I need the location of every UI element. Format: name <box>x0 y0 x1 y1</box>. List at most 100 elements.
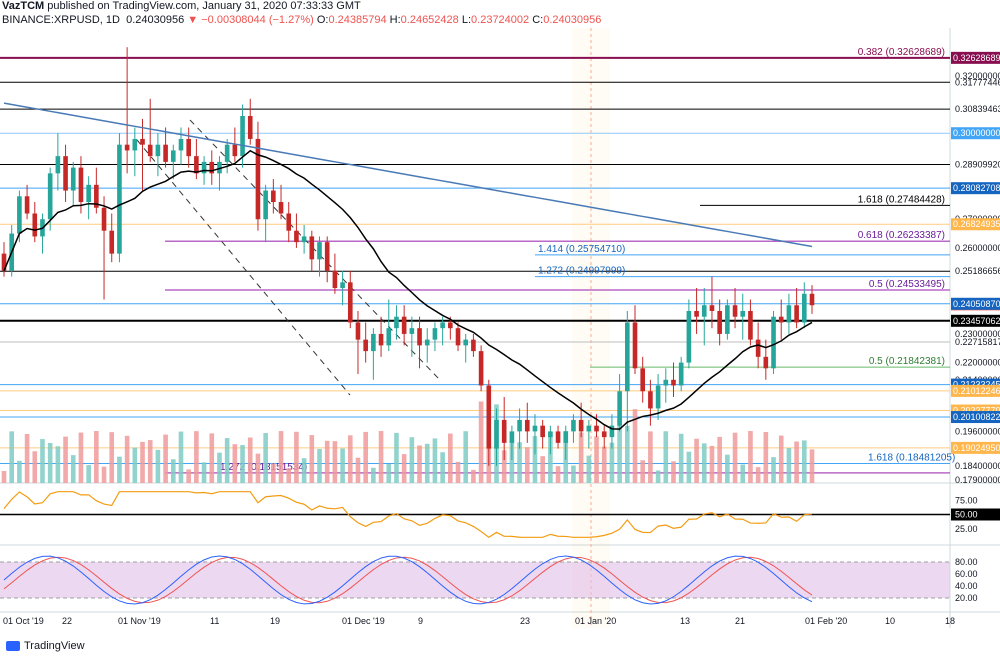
volume-bar <box>101 466 107 483</box>
ma100-line <box>3 149 813 430</box>
x-tick-label: 01 Feb '20 <box>805 616 847 626</box>
candle-body <box>555 431 561 443</box>
volume-bar <box>655 470 661 483</box>
candle-body <box>755 339 761 357</box>
volume-bar <box>63 436 68 483</box>
candle-body <box>332 270 338 289</box>
volume-bar <box>732 432 738 483</box>
price-badge-text: 0.20100822 <box>953 412 1000 422</box>
level-label: 1.618 (0.27484428) <box>858 194 945 205</box>
footer-brand[interactable]: TradingView <box>6 640 85 652</box>
volume-bar <box>617 414 622 483</box>
volume-bar <box>224 438 230 483</box>
candle-body <box>717 310 722 334</box>
level-label: 0.5 (0.21842381) <box>869 356 945 367</box>
candle-body <box>209 161 215 174</box>
candle-body <box>224 144 230 162</box>
volume-bar <box>509 439 515 483</box>
volume-bar <box>263 433 268 483</box>
volume-bar <box>286 468 292 483</box>
volume-bar <box>255 453 261 483</box>
price-badge-text: 0.24050870 <box>953 299 1000 309</box>
level-label: 1.414 (0.25754710) <box>538 244 625 255</box>
volume-bar <box>386 463 392 483</box>
rsi-tick-label: 25.00 <box>955 524 978 534</box>
candle-body <box>532 425 538 432</box>
candle-body <box>255 138 261 220</box>
candle-body <box>378 333 384 346</box>
stoch-tick-label: 40.00 <box>955 581 978 591</box>
volume-bar <box>678 433 684 483</box>
candle-body <box>140 138 145 145</box>
price-badge <box>951 411 1000 424</box>
volume-bar <box>501 450 507 483</box>
volume-bar <box>232 444 238 483</box>
volume-bar <box>24 433 30 483</box>
rsi-tick-label: 75.00 <box>955 495 978 505</box>
stoch-tick-label: 80.00 <box>955 557 978 567</box>
candle-body <box>70 167 76 191</box>
candle-body <box>625 322 630 392</box>
last-price: 0.24030956 <box>126 14 185 26</box>
candle-body <box>671 379 676 386</box>
open-value: 0.24385794 <box>328 14 387 26</box>
volume-bar <box>78 432 84 483</box>
price-tick-label: 0.22715817 <box>955 337 1000 347</box>
candle-body <box>217 161 222 174</box>
candle-body <box>109 230 115 254</box>
volume-bar <box>640 460 646 483</box>
volume-bar <box>771 457 776 483</box>
volume-bar <box>17 460 22 483</box>
price-tick-label: 0.30839463 <box>955 104 1000 114</box>
volume-bar <box>609 442 615 483</box>
symbol-name: BINANCE:XRPUSD, 1D <box>2 14 120 26</box>
volume-bar <box>109 432 115 483</box>
price-tick-label: 0.28909920 <box>955 159 1000 169</box>
candle-body <box>17 196 22 234</box>
open-label: O: <box>316 14 329 26</box>
candle-body <box>632 322 638 369</box>
volume-bar <box>294 431 299 483</box>
stoch-k-line <box>3 555 813 605</box>
x-tick-label: 01 Nov '19 <box>118 616 161 626</box>
x-tick-label: 01 Oct '19 <box>3 616 44 626</box>
candle-body <box>94 184 99 208</box>
candle-body <box>732 305 738 317</box>
price-badge-text: 0.30000000 <box>953 128 1000 138</box>
candle-body <box>324 242 330 271</box>
rsi-badge <box>951 508 1000 521</box>
candle-body <box>124 144 130 151</box>
volume-bar <box>394 432 399 483</box>
volume-bar <box>740 464 746 483</box>
volume-bar <box>755 467 761 483</box>
price-badge <box>951 314 1000 327</box>
candle-body <box>294 230 299 243</box>
rsi-line <box>3 491 813 539</box>
volume-bar <box>178 431 184 483</box>
candle-body <box>517 419 522 432</box>
candle-body <box>170 150 176 162</box>
volume-bar <box>240 445 245 483</box>
candle-body <box>101 207 107 231</box>
price-tick-label: 0.25186656 <box>955 266 1000 276</box>
candle-body <box>232 144 238 157</box>
volume-bar <box>432 438 438 483</box>
candle-body <box>594 425 599 432</box>
volume-bar <box>163 434 168 483</box>
candle-body <box>494 419 499 449</box>
volume-bar <box>625 425 630 483</box>
candle-body <box>286 213 292 231</box>
candle-body <box>601 431 607 438</box>
x-tick-label: 13 <box>680 616 690 626</box>
publish-line: VazTCM published on TradingView.com, Jan… <box>2 0 361 12</box>
level-label: 1.272 (0.24997999) <box>538 266 625 277</box>
volume-bar <box>709 445 715 483</box>
candle-body <box>763 356 769 369</box>
candle-body <box>263 190 268 220</box>
candle-body <box>794 305 799 323</box>
volume-bar <box>32 451 38 483</box>
volume-bar <box>140 441 145 483</box>
volume-bar <box>309 435 315 483</box>
candle-body <box>617 391 622 426</box>
